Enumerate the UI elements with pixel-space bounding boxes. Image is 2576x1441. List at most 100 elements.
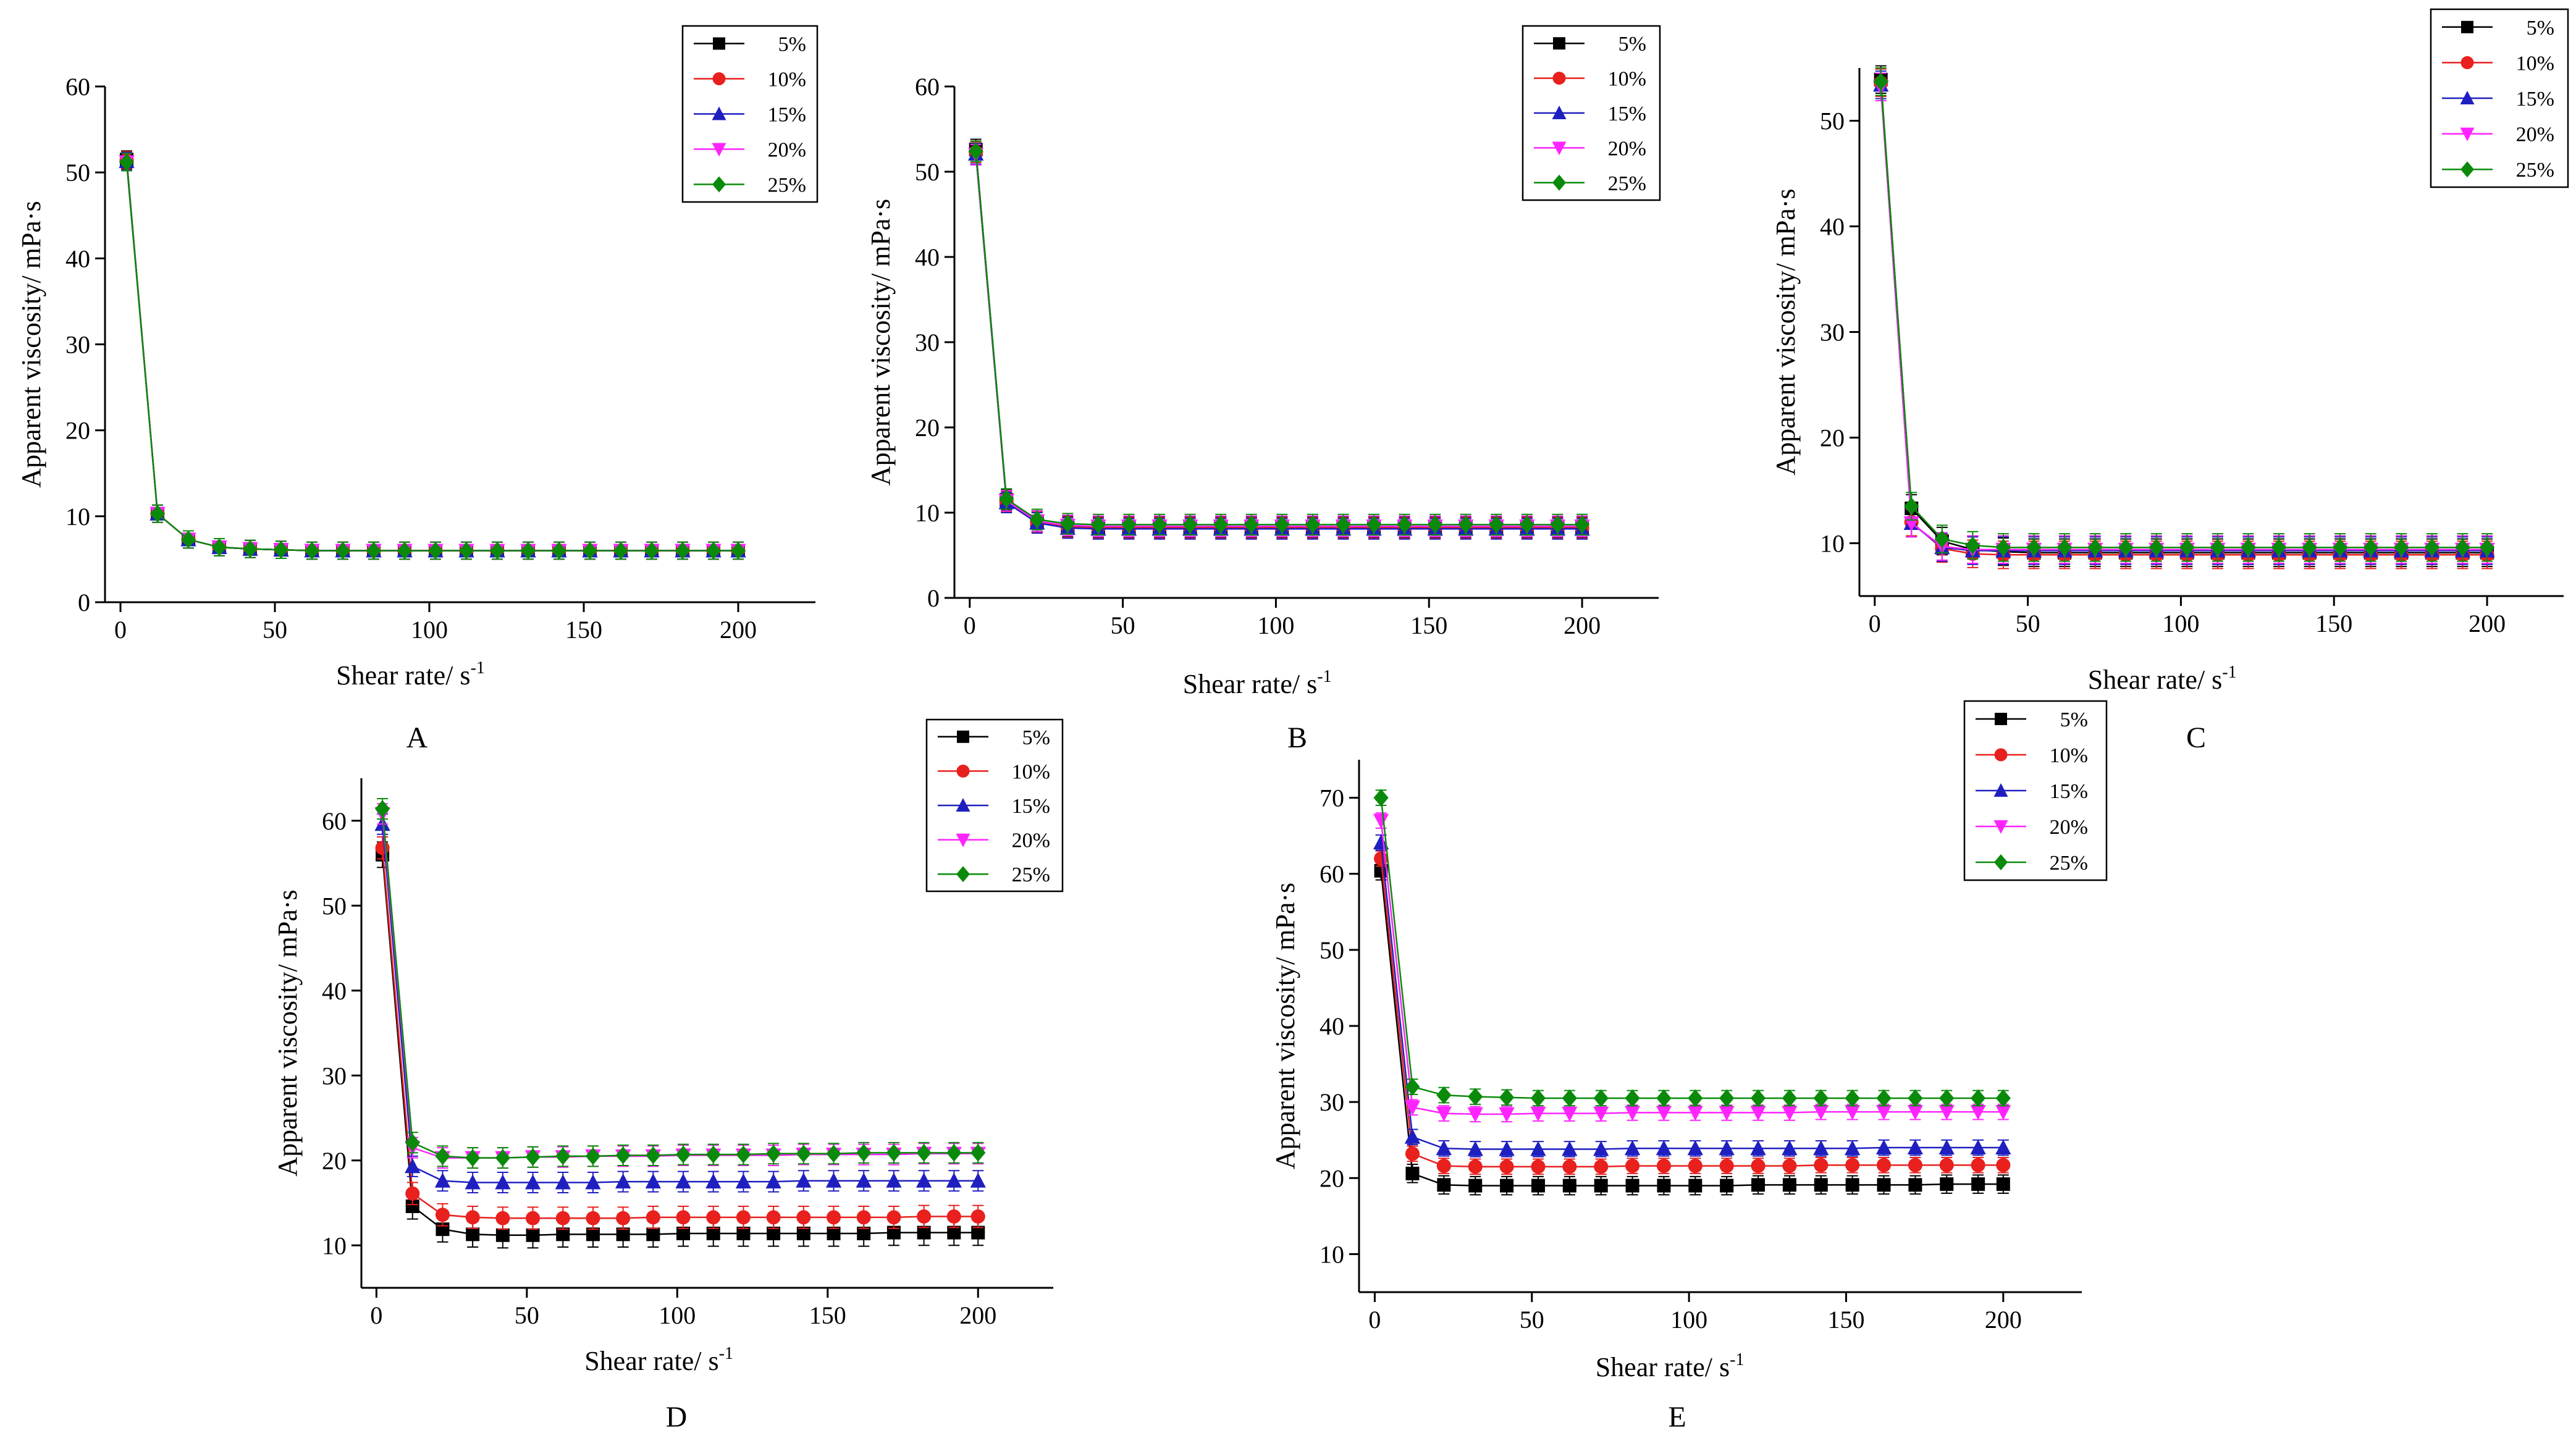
y-axis-title: Apparent viscosity/ mPa·s — [865, 199, 896, 485]
panel-C: 0 50 100 150 200 10 20 30 40 50 Shear rate/ s-1 App… — [1770, 8, 2569, 754]
data-point — [1531, 1159, 1546, 1174]
x-tick-label: 150 — [565, 616, 602, 644]
data-point — [1965, 536, 1980, 555]
legend-label: 10% — [2516, 52, 2554, 75]
data-point — [999, 490, 1014, 508]
legend-label: 20% — [2050, 816, 2088, 839]
data-point — [1336, 516, 1351, 534]
legend-marker — [956, 833, 970, 847]
series-5pct — [969, 138, 1589, 539]
data-point — [766, 1210, 781, 1225]
y-tick-label: 50 — [1320, 936, 1344, 964]
data-point — [180, 531, 196, 548]
data-point — [149, 505, 166, 523]
y-tick-label: 20 — [1820, 424, 1845, 452]
legend-label: 25% — [1608, 172, 1646, 195]
y-tick-label: 0 — [927, 584, 940, 612]
data-point — [1719, 1159, 1734, 1174]
data-point — [273, 540, 289, 559]
data-point — [1562, 1178, 1576, 1193]
data-point — [796, 1227, 810, 1240]
data-point — [856, 1144, 872, 1162]
data-point — [1719, 1106, 1735, 1121]
data-point — [1750, 1089, 1766, 1107]
x-axis-title: Shear rate/ s-1 — [1183, 667, 1332, 699]
data-point — [857, 1227, 871, 1240]
data-point — [1467, 1107, 1483, 1123]
data-point — [1845, 1089, 1860, 1107]
legend-marker — [1994, 854, 2008, 870]
data-point — [1060, 515, 1075, 533]
data-point — [1687, 1106, 1703, 1121]
data-point — [1499, 1107, 1515, 1123]
data-point — [886, 1210, 901, 1225]
data-point — [1940, 1177, 1954, 1191]
data-point — [582, 542, 598, 560]
legend-label: 15% — [2050, 780, 2088, 803]
legend-marker — [957, 730, 969, 743]
data-point — [1845, 1140, 1861, 1156]
series-line — [381, 813, 979, 1159]
legend: 5% 10% 15% 20% 25% — [2430, 8, 2569, 188]
legend-label: 5% — [2060, 708, 2088, 731]
data-point — [705, 1145, 721, 1164]
series-10pct — [119, 151, 746, 560]
data-point — [242, 540, 258, 558]
y-tick-label: 30 — [1820, 319, 1845, 347]
series-line — [975, 154, 1583, 527]
x-tick-label: 100 — [659, 1301, 696, 1329]
data-point — [586, 1211, 600, 1225]
data-point — [2210, 539, 2226, 557]
data-point — [766, 1145, 781, 1163]
legend: 5% 10% 15% 20% 25% — [1963, 700, 2108, 881]
series-line — [125, 162, 738, 552]
data-point — [1489, 516, 1504, 534]
y-tick-label: 40 — [915, 243, 940, 271]
legend-marker — [2460, 56, 2474, 69]
data-point — [767, 1227, 781, 1240]
series-line — [975, 153, 1583, 530]
series-15pct — [968, 143, 1590, 540]
data-point — [2363, 539, 2378, 557]
x-tick-label: 50 — [1520, 1306, 1544, 1334]
data-point — [1244, 516, 1259, 534]
data-point — [676, 1210, 691, 1225]
data-point — [555, 1211, 570, 1225]
y-tick-label: 10 — [322, 1232, 347, 1259]
series-line — [975, 152, 1583, 529]
data-point — [856, 1172, 872, 1188]
data-point — [796, 1145, 811, 1163]
legend-marker — [1995, 713, 2007, 725]
series-20pct — [374, 803, 986, 1169]
series-25pct — [1373, 789, 2011, 1107]
series-5pct — [1374, 861, 2010, 1196]
legend-marker — [2460, 91, 2475, 104]
series-line — [1880, 85, 2488, 552]
data-point — [1782, 1159, 1797, 1174]
data-point — [1530, 1141, 1546, 1156]
legend-marker — [2461, 20, 2473, 33]
x-tick-label: 50 — [1111, 611, 1135, 639]
legend-marker — [956, 798, 970, 812]
data-point — [465, 1149, 481, 1167]
data-point — [1656, 1106, 1672, 1121]
data-point — [1996, 1157, 2011, 1172]
legend-label: 15% — [1012, 795, 1050, 818]
data-point — [1813, 1140, 1829, 1156]
data-point — [1373, 789, 1389, 807]
data-point — [1813, 1105, 1829, 1120]
data-point — [551, 542, 567, 560]
data-point — [825, 1172, 842, 1188]
data-point — [1562, 1159, 1577, 1174]
data-point — [730, 542, 746, 560]
x-tick-label: 200 — [1985, 1306, 2022, 1334]
x-axis-title: Shear rate/ s-1 — [584, 1344, 733, 1376]
data-point — [1594, 1159, 1609, 1174]
data-point — [1366, 516, 1382, 534]
data-point — [1687, 1140, 1703, 1156]
data-point — [765, 1173, 781, 1189]
data-point — [586, 1227, 600, 1241]
series-line — [1880, 86, 2488, 551]
data-point — [1814, 1178, 1828, 1192]
series-10pct — [969, 141, 1589, 539]
